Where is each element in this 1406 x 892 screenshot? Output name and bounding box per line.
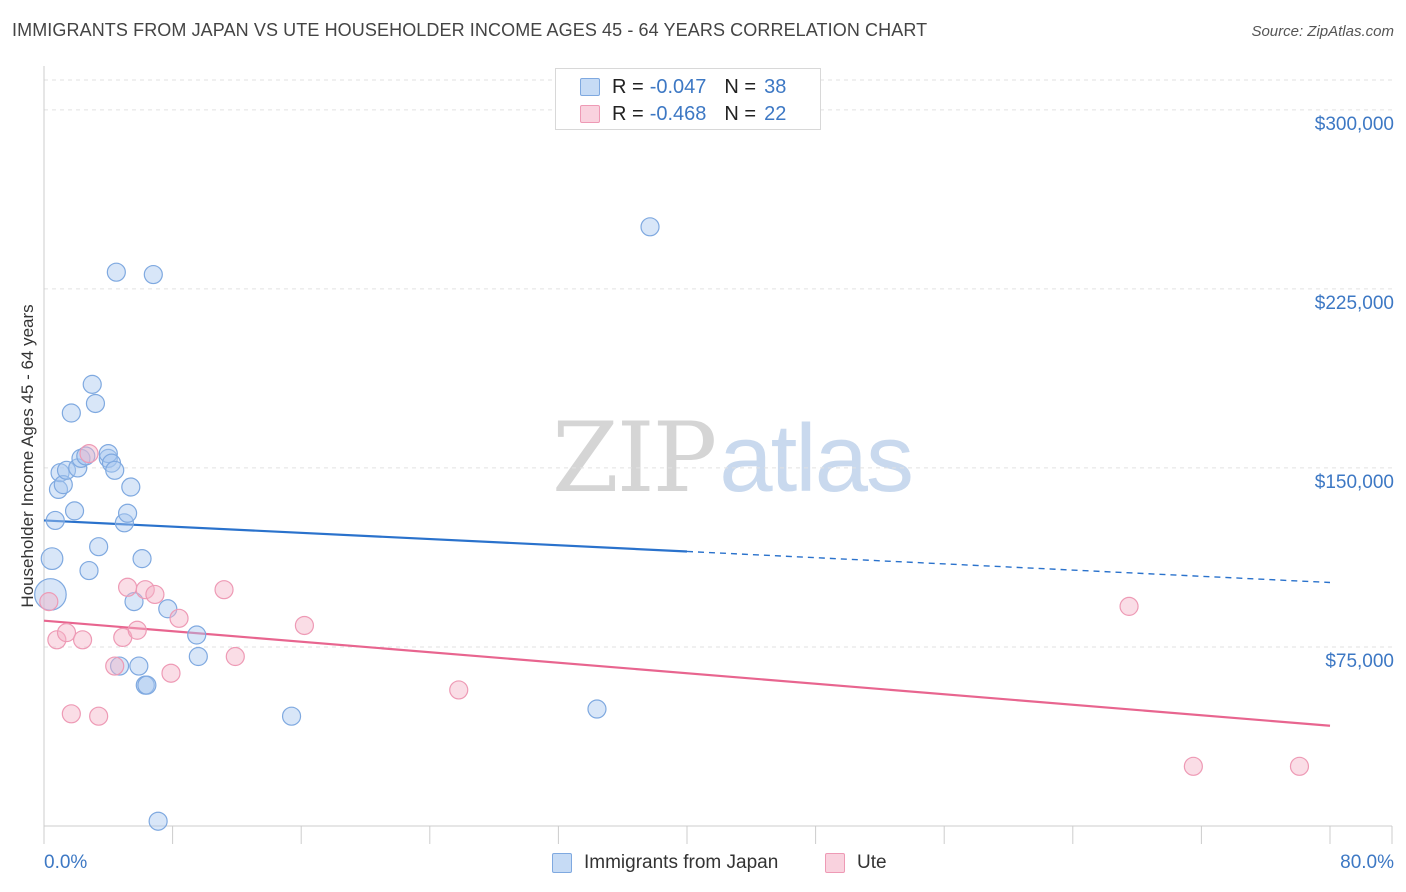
point-japan [85,393,106,414]
point-ute [145,584,165,605]
point-japan [109,656,130,676]
point-ute [135,580,155,600]
point-japan [137,675,157,695]
trend-line-solid [43,519,688,553]
point-ute [105,656,125,676]
point-japan [61,403,81,423]
bottom-legend-japan-label: Immigrants from Japan [584,852,779,873]
point-ute [127,620,147,640]
y-tick-label: $75,000 [1325,650,1394,672]
watermark-atlas: atlas [719,405,914,512]
point-ute [1289,756,1310,776]
y-tick-label: $225,000 [1314,292,1394,314]
point-japan [132,549,152,569]
point-ute [72,630,93,650]
point-japan [129,656,149,676]
point-japan [56,460,77,480]
point-japan [640,217,660,237]
y-tick-label: $150,000 [1314,471,1394,493]
legend-r-label: R = [612,75,644,98]
point-ute [79,443,99,464]
point-japan [143,264,163,285]
point-japan [76,446,96,466]
correlation-legend: R = -0.047 N = 38 R = -0.468 N = 22 [555,68,821,130]
point-ute [214,580,234,600]
point-japan [40,547,64,571]
point-ute [47,630,67,650]
trend-line-dashed [686,550,1331,584]
trend-line-solid [43,619,1331,727]
bottom-legend-japan: Immigrants from Japan [552,852,778,874]
watermark: ZIPatlas [552,402,914,514]
point-japan [117,503,138,523]
y-axis-label: Householder Income Ages 45 - 64 years [18,304,37,608]
x-tick-min: 0.0% [44,852,88,873]
point-japan [53,475,73,495]
legend-r-value: -0.047 [649,75,707,98]
point-ute [294,615,315,636]
point-layer [34,217,1310,831]
point-japan [89,537,109,557]
point-japan [64,501,85,521]
point-ute [449,680,469,700]
bottom-swatch-japan [552,853,572,873]
point-japan [106,262,126,282]
bottom-legend-ute-label: Ute [857,852,887,873]
point-japan [188,646,208,667]
grid-layer [44,79,1392,648]
bottom-swatch-ute [825,853,845,873]
x-tick-max: 80.0% [1340,852,1394,873]
point-japan [45,510,65,531]
point-japan [281,706,302,726]
point-japan [121,477,141,497]
point-ute [161,663,181,683]
legend-n-label: N = [724,75,757,98]
chart-title: IMMIGRANTS FROM JAPAN VS UTE HOUSEHOLDER… [12,20,928,40]
legend-row-japan: R = -0.047 N = 38 [556,74,786,100]
point-ute [61,704,81,724]
point-japan [587,699,607,719]
point-ute [169,608,189,628]
point-japan [105,460,125,480]
legend-r-value: -0.468 [649,102,707,125]
point-japan [148,811,168,831]
y-tick-label: $300,000 [1314,113,1394,135]
point-japan [124,592,144,612]
point-japan [79,560,99,581]
point-japan [187,625,207,645]
chart-source: Source: ZipAtlas.com [1251,23,1394,40]
legend-r-label: R = [612,102,644,125]
legend-swatch-japan [580,78,600,96]
point-ute [225,646,245,667]
point-ute [39,592,59,612]
legend-n-value: 22 [764,102,787,125]
legend-n-label: N = [724,102,757,125]
legend-swatch-ute [580,105,600,123]
legend-n-value: 38 [764,75,787,98]
axis-layer [43,66,1393,844]
point-japan [82,374,102,394]
point-ute [89,706,109,726]
point-ute [117,577,138,597]
watermark-zip: ZIP [552,402,717,514]
trend-line-layer [43,519,1331,727]
point-ute [1119,596,1139,616]
bottom-legend-ute: Ute [825,852,887,874]
point-ute [56,623,77,643]
legend-row-ute: R = -0.468 N = 22 [556,101,786,127]
point-ute [1183,756,1203,776]
